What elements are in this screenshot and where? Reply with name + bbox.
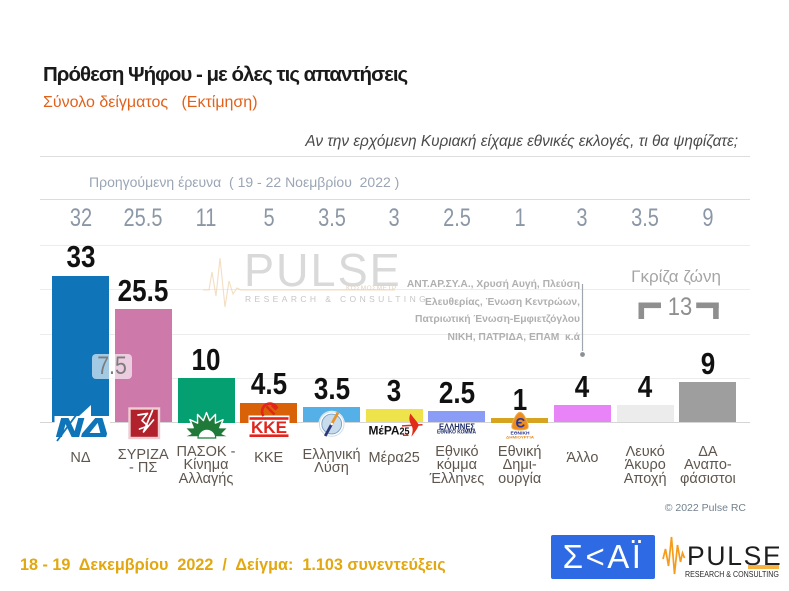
svg-text:25: 25 <box>400 426 410 437</box>
svg-text:ΕΛΛΗΝΕΣ: ΕΛΛΗΝΕΣ <box>439 422 475 431</box>
svg-text:ΔΗΜΙΟΥΡΓΙΑ: ΔΗΜΙΟΥΡΓΙΑ <box>506 435 535 439</box>
svg-text:ΝΔ: ΝΔ <box>56 413 108 443</box>
svg-text:ΕΘΝΙΚΟ ΚΟΜΜΑ: ΕΘΝΙΚΟ ΚΟΜΜΑ <box>437 430 476 436</box>
svg-text:ΜέΡΑ: ΜέΡΑ <box>369 426 400 438</box>
svg-text:ΚΚΕ: ΚΚΕ <box>251 418 287 437</box>
svg-text:Є: Є <box>515 415 525 430</box>
svg-text:ΕΘΝΙΚΗ: ΕΘΝΙΚΗ <box>511 431 531 436</box>
